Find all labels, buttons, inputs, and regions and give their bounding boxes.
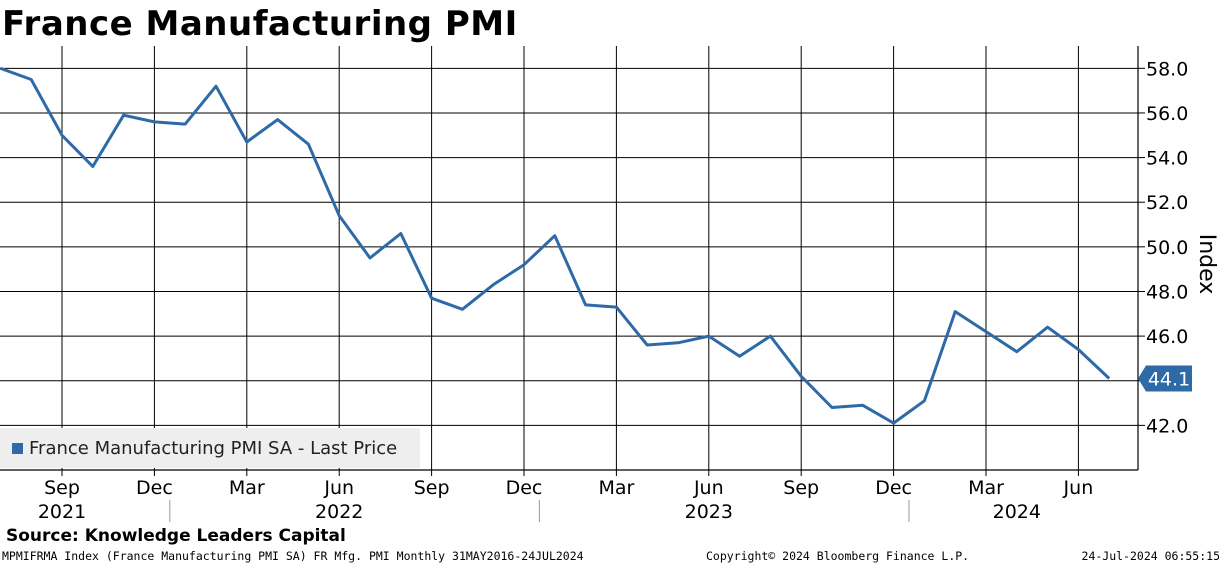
- x-tick-label: Mar: [229, 477, 265, 499]
- ticker-info: MPMIFRMA Index (France Manufacturing PMI…: [2, 549, 584, 563]
- x-year-label: 2022: [315, 501, 363, 523]
- source-note: Source: Knowledge Leaders Capital: [6, 526, 346, 546]
- grid-lines: [0, 46, 1138, 470]
- y-tick-label: 52.0: [1146, 192, 1188, 214]
- timestamp: 24-Jul-2024 06:55:15: [1081, 549, 1220, 563]
- y-tick-label: 50.0: [1146, 237, 1188, 259]
- x-year-label: 2024: [993, 501, 1041, 523]
- last-price-marker: [1138, 365, 1192, 392]
- last-price-label: 44.1: [1148, 369, 1190, 391]
- series-line: [0, 66, 1111, 425]
- x-tick-label: Dec: [875, 477, 912, 499]
- x-tick-label: Mar: [598, 477, 634, 499]
- x-year-label: 2021: [38, 501, 86, 523]
- x-tick-label: Sep: [783, 477, 819, 499]
- x-tick-label: Jun: [1063, 477, 1094, 499]
- x-tick-label: Sep: [414, 477, 450, 499]
- x-tick-label: Sep: [44, 477, 80, 499]
- x-year-label: 2023: [685, 501, 733, 523]
- y-tick-label: 46.0: [1146, 326, 1188, 348]
- axis-layer: 42.044.046.048.050.052.054.056.058.0SepD…: [0, 46, 1219, 523]
- legend-swatch: [12, 442, 23, 454]
- x-tick-label: Jun: [693, 477, 724, 499]
- y-tick-label: 54.0: [1146, 148, 1188, 170]
- series-layer: [0, 66, 1111, 425]
- x-tick-label: Dec: [136, 477, 173, 499]
- chart-title: France Manufacturing PMI: [2, 4, 518, 44]
- x-tick-label: Mar: [968, 477, 1004, 499]
- x-tick-label: Jun: [323, 477, 354, 499]
- x-tick-label: Dec: [506, 477, 543, 499]
- copyright: Copyright© 2024 Bloomberg Finance L.P.: [706, 549, 970, 563]
- y-tick-label: 42.0: [1146, 415, 1188, 437]
- y-tick-label: 48.0: [1146, 281, 1188, 303]
- y-axis-label: Index: [1194, 234, 1219, 295]
- y-tick-label: 56.0: [1146, 103, 1188, 125]
- legend-label: France Manufacturing PMI SA - Last Price: [29, 437, 398, 459]
- legend: France Manufacturing PMI SA - Last Price: [0, 428, 420, 468]
- y-tick-label: 58.0: [1146, 58, 1188, 80]
